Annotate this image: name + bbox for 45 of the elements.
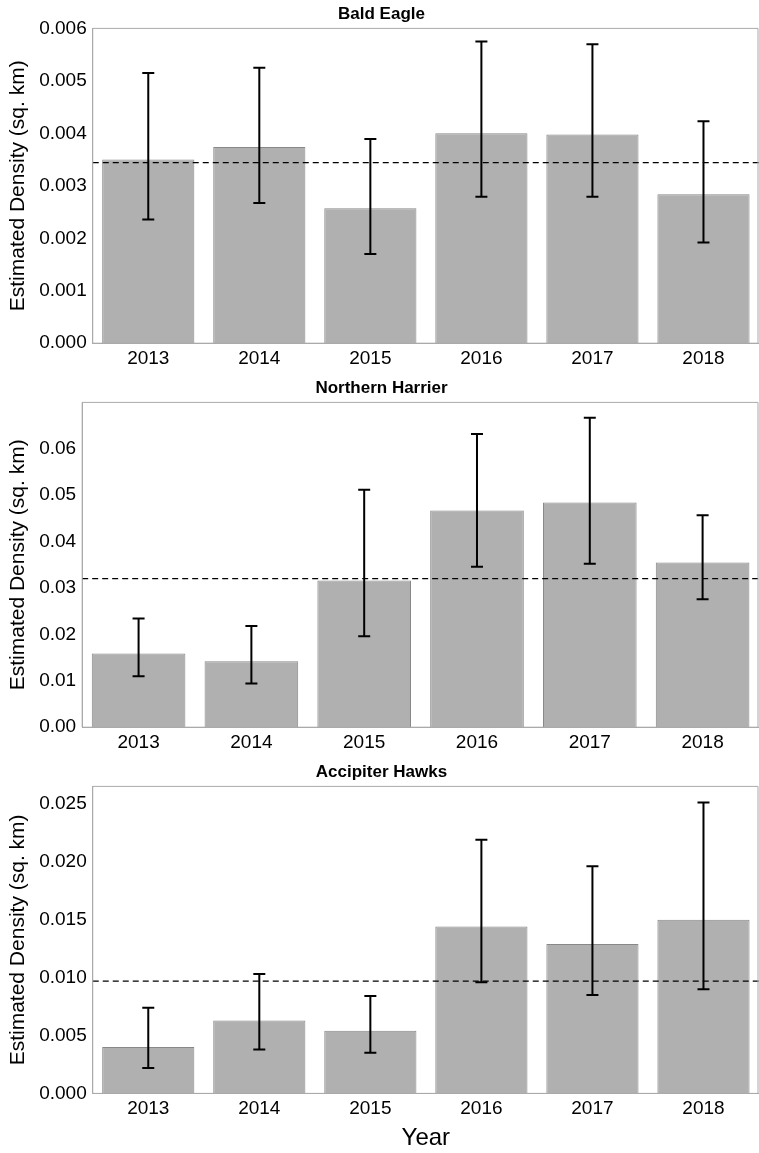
x-tick-label: 2017 <box>571 346 614 368</box>
y-tick-label: 0.06 <box>39 437 77 459</box>
y-tick-label: 0.001 <box>39 278 87 300</box>
y-tick-label: 0.004 <box>39 121 88 143</box>
y-tick-label: 0.015 <box>39 907 87 929</box>
x-tick-label: 2014 <box>230 730 273 752</box>
y-axis-title: Estimated Density (sq. km) <box>5 439 29 691</box>
y-tick-label: 0.05 <box>39 483 77 505</box>
x-tick-label: 2016 <box>455 730 499 752</box>
y-axis-title: Estimated Density (sq. km) <box>5 60 29 312</box>
x-tick-label: 2013 <box>117 730 160 752</box>
y-tick-label: 0.005 <box>39 1023 87 1045</box>
y-axis-title: Estimated Density (sq. km) <box>5 814 29 1066</box>
y-tick-label: 0.006 <box>39 16 87 38</box>
x-tick-label: 2015 <box>349 346 392 368</box>
x-tick-label: 2017 <box>571 1097 614 1119</box>
y-tick-label: 0.03 <box>39 576 77 598</box>
x-tick-label: 2015 <box>343 730 386 752</box>
x-tick-label: 2016 <box>460 1097 503 1119</box>
x-tick-label: 2014 <box>238 1097 281 1119</box>
y-tick-label: 0.002 <box>39 226 87 248</box>
x-tick-label: 2013 <box>127 346 170 368</box>
x-tick-label: 2015 <box>349 1097 392 1119</box>
x-axis-title: Year <box>401 1123 451 1151</box>
y-tick-label: 0.005 <box>39 69 87 91</box>
x-tick-label: 2014 <box>238 346 281 368</box>
x-tick-label: 2018 <box>681 730 724 752</box>
y-tick-label: 0.02 <box>39 622 77 644</box>
y-tick-label: 0.04 <box>39 529 77 551</box>
y-tick-label: 0.01 <box>39 669 77 691</box>
x-tick-label: 2016 <box>460 346 503 368</box>
y-tick-label: 0.000 <box>39 1081 87 1103</box>
chart-title: Bald Eagle <box>338 3 425 23</box>
x-tick-label: 2018 <box>682 346 725 368</box>
y-tick-label: 0.00 <box>39 715 77 737</box>
y-tick-label: 0.010 <box>39 965 87 987</box>
x-tick-label: 2013 <box>127 1097 170 1119</box>
y-tick-label: 0.025 <box>39 792 87 814</box>
x-tick-label: 2017 <box>568 730 611 752</box>
chart-title: Northern Harrier <box>315 377 449 397</box>
y-tick-label: 0.000 <box>39 331 87 353</box>
y-tick-label: 0.003 <box>39 174 87 196</box>
y-tick-label: 0.020 <box>39 849 87 871</box>
chart-title: Accipiter Hawks <box>315 761 448 781</box>
x-tick-label: 2018 <box>682 1097 725 1119</box>
